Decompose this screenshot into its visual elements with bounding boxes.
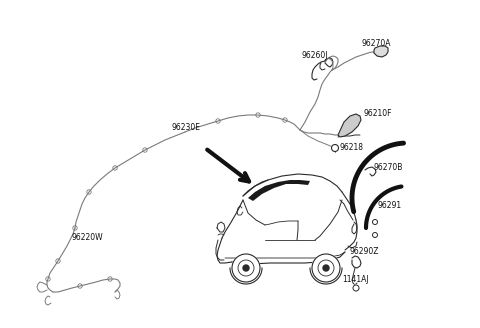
Circle shape [232,254,260,282]
Circle shape [332,145,338,152]
Circle shape [323,265,329,271]
Circle shape [353,285,359,291]
Text: 96290Z: 96290Z [349,248,379,256]
Circle shape [243,265,249,271]
Text: 1141AJ: 1141AJ [342,276,369,284]
Text: 96218: 96218 [340,144,364,153]
Text: 96210F: 96210F [363,109,392,117]
Text: 96230E: 96230E [172,124,201,133]
Text: 96291: 96291 [378,200,402,210]
Polygon shape [374,46,388,57]
Circle shape [312,254,340,282]
Polygon shape [338,114,361,137]
Text: 96270B: 96270B [374,162,403,172]
Text: 96220W: 96220W [72,234,104,242]
Text: 96270A: 96270A [362,38,392,48]
Text: 96260J: 96260J [302,51,328,59]
Polygon shape [248,180,310,201]
